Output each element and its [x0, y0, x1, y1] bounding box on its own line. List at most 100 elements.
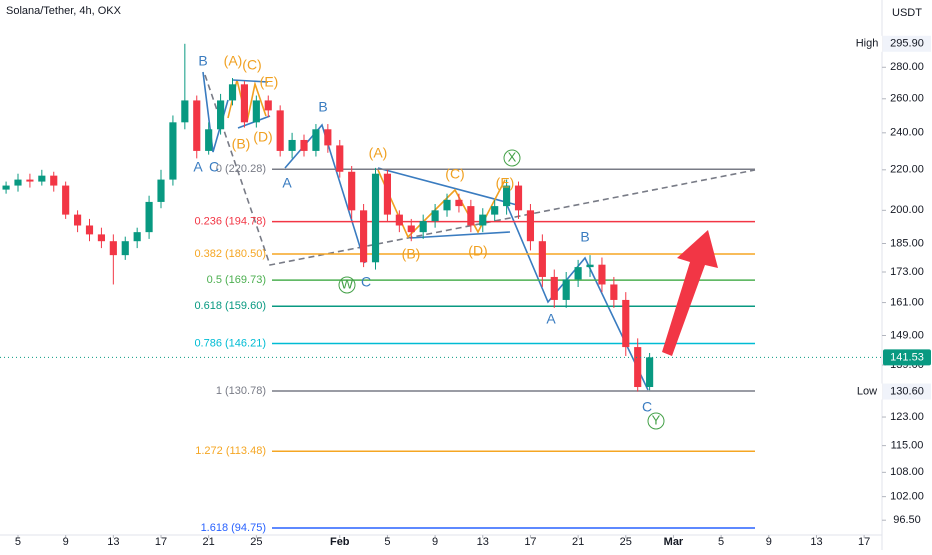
- candle-body: [431, 210, 439, 222]
- marker-badge: [883, 383, 931, 400]
- wave-label: Y: [652, 412, 661, 427]
- x-tick-label: 17: [524, 536, 536, 548]
- wave-circle: [647, 412, 665, 430]
- candle-body: [145, 201, 153, 233]
- candle-body: [348, 171, 356, 211]
- fib-label: 0.786 (146.21): [194, 337, 266, 349]
- marker-badge: [883, 35, 931, 52]
- fib-label: 0.236 (194.78): [194, 215, 266, 227]
- wave-label: X: [508, 149, 517, 164]
- header-bg: [0, 0, 160, 22]
- candle-body: [371, 173, 380, 263]
- candle-body: [550, 276, 558, 300]
- candle-body: [50, 175, 58, 186]
- y-tick-label: 173.00: [890, 266, 924, 278]
- wave-label: (A): [224, 53, 243, 69]
- x-tick-label: 9: [63, 536, 69, 548]
- y-tick-label: 96.50: [893, 514, 921, 526]
- candle-body: [288, 139, 296, 151]
- candle-body: [419, 221, 427, 233]
- candle-body: [514, 185, 523, 211]
- last-price-label: 141.53: [890, 351, 924, 363]
- candle-body: [491, 206, 499, 215]
- y-tick-label: 260.00: [890, 93, 924, 105]
- candle-body: [240, 84, 248, 123]
- marker-value: 130.60: [890, 385, 924, 397]
- dashed-trendline: [204, 74, 756, 266]
- candle-body: [407, 225, 415, 233]
- candle-body: [622, 299, 630, 348]
- wave-label: C: [209, 159, 219, 175]
- y-tick-label: 123.00: [890, 411, 924, 423]
- candle-body: [324, 129, 332, 146]
- candle-body: [62, 185, 70, 215]
- candle-body: [598, 264, 606, 285]
- candle-body: [169, 122, 177, 180]
- candle-body: [252, 100, 260, 123]
- candle-body: [574, 267, 582, 280]
- x-tick-label: 9: [432, 536, 438, 548]
- y-tick-label: 280.00: [890, 61, 924, 73]
- candle-body: [610, 284, 618, 300]
- wave-label: C: [361, 274, 371, 290]
- candle-body: [193, 100, 201, 151]
- triangle-line: [232, 79, 269, 83]
- candle-body: [228, 84, 237, 101]
- x-tick-label: 21: [203, 536, 215, 548]
- marker-label: High: [856, 38, 879, 50]
- wave-label: (D): [468, 243, 487, 259]
- candle-body: [300, 139, 308, 151]
- candle-body: [503, 185, 511, 207]
- candle-body: [109, 241, 117, 256]
- fib-label: 1.618 (94.75): [201, 522, 266, 534]
- wave-circle: [338, 276, 356, 294]
- wave-label: A: [546, 311, 556, 327]
- wave-label: (A): [369, 145, 388, 161]
- fib-label: 0.618 (159.60): [194, 300, 266, 312]
- marker-label-bg: [852, 35, 882, 52]
- x-tick-label: Feb: [330, 536, 350, 548]
- candle-body: [121, 241, 129, 256]
- y-tick-label: 161.00: [890, 296, 924, 308]
- x-tick-label: 21: [572, 536, 584, 548]
- candle-body: [646, 357, 654, 388]
- x-tick-label: 9: [766, 536, 772, 548]
- candle-body: [312, 129, 320, 151]
- fib-label: 0 (220.28): [216, 163, 266, 175]
- x-tick-label: 25: [620, 536, 632, 548]
- x-tick-label: 25: [250, 536, 262, 548]
- wave-label: (B): [402, 246, 421, 262]
- candle-body: [383, 173, 392, 215]
- marker-label: Low: [857, 385, 877, 397]
- candle-body: [336, 145, 344, 172]
- currency-label: USDT: [892, 7, 922, 19]
- y-tick-label: 115.00: [891, 440, 924, 452]
- x-tick-label: 13: [810, 536, 822, 548]
- candle-body: [26, 179, 34, 182]
- triangle-line: [377, 167, 518, 206]
- wave-label: (D): [253, 129, 272, 145]
- chart-title: Solana/Tether, 4h, OKX: [6, 5, 122, 17]
- fib-label: 0.382 (180.50): [194, 248, 266, 260]
- candle-body: [2, 185, 10, 190]
- wave-label: (B): [232, 136, 251, 152]
- candle-body: [38, 175, 46, 182]
- y-tick-label: 185.00: [890, 237, 924, 249]
- candle-body: [443, 199, 451, 211]
- wave-label: B: [580, 229, 589, 245]
- wave-labels: B A C (A) (C) (E) (B) (D) B A (A) (C) X …: [193, 53, 665, 430]
- wave-line: [284, 123, 366, 264]
- arrow: [662, 230, 718, 356]
- candle-body: [360, 210, 368, 263]
- x-tick-label: 5: [15, 536, 21, 548]
- wave-label: (C): [445, 166, 464, 182]
- x-tick-label: 5: [718, 536, 724, 548]
- y-tick-label: 240.00: [890, 127, 924, 139]
- wave-circle: [503, 149, 521, 167]
- x-tick-label: 17: [155, 536, 167, 548]
- candle-body: [479, 214, 487, 226]
- y-tick-label: 102.00: [890, 491, 924, 503]
- candle-body: [562, 279, 570, 300]
